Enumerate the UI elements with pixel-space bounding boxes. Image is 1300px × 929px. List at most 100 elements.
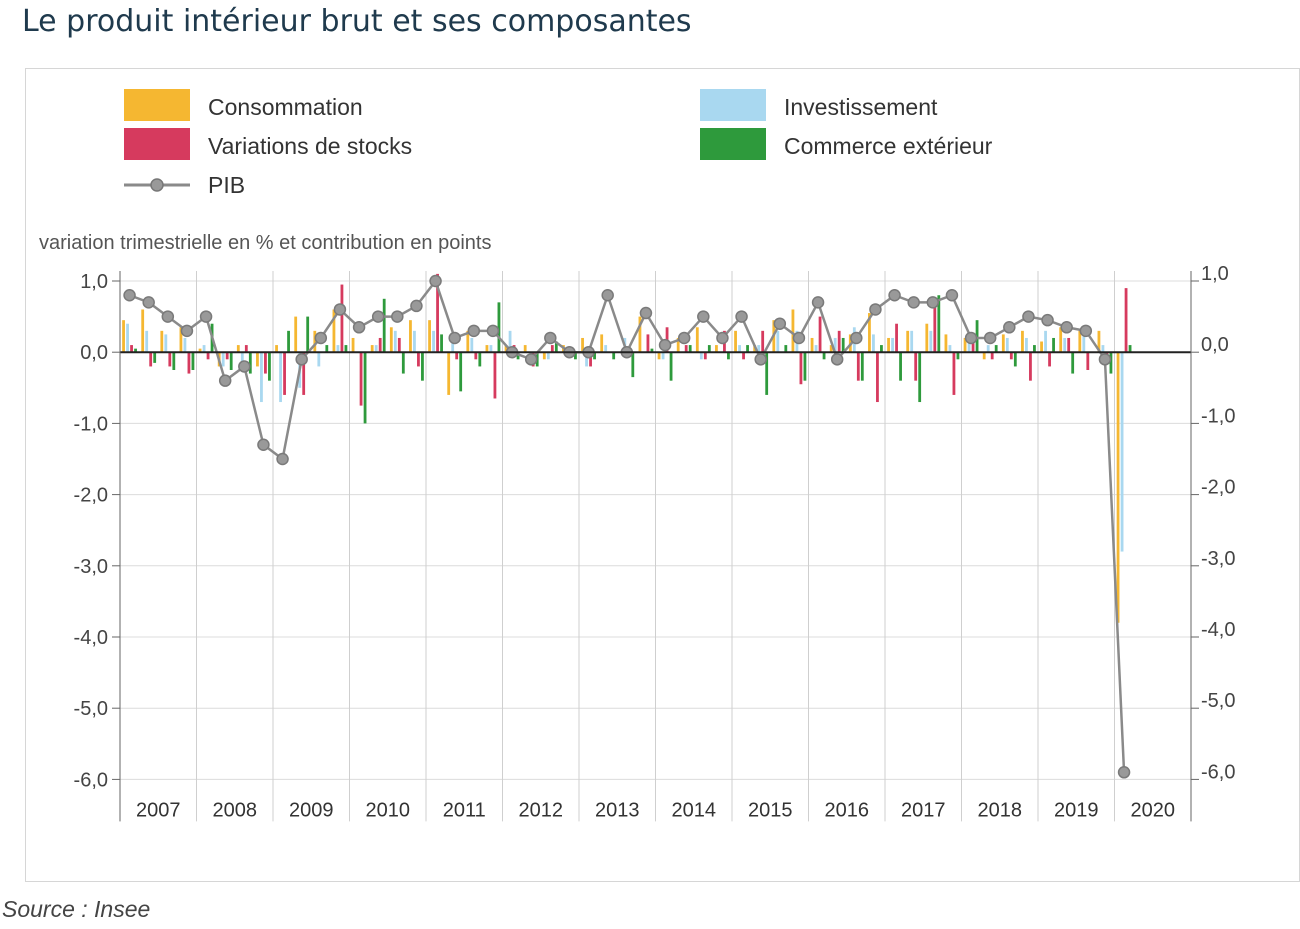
pib-point [410,299,423,313]
pib-point [888,288,901,302]
y-tick-label-left: -3,0 [74,556,108,578]
bar-variations-de-stocks [264,352,267,374]
bar-consommation [791,309,795,353]
pib-point [945,288,959,302]
pib-point [677,331,691,345]
bar-commerce-exterieur [860,352,864,381]
bar-commerce-exterieur [325,345,329,353]
bar-consommation [638,316,642,353]
y-tick-label-right: -2,0 [1201,477,1235,499]
bar-commerce-exterieur [650,348,654,353]
y-tick-label-right: -1,0 [1201,405,1235,427]
legend-swatch-commerce-exterieur [700,128,766,160]
bar-consommation [370,345,374,353]
pib-point [811,296,825,309]
pib-point [238,360,251,373]
bar-variations-de-stocks [1009,352,1013,360]
pib-point [850,331,863,345]
bar-commerce-exterieur [841,337,845,353]
pib-point [295,353,308,366]
pib-point [983,331,997,345]
bar-commerce-exterieur [363,352,367,424]
pib-point [1098,353,1112,366]
bar-commerce-exterieur [631,352,635,378]
legend-swatch-consommation [124,89,190,121]
bar-investissement [489,345,493,353]
bar-consommation [715,345,718,353]
pib-point [639,306,653,320]
bar-consommation [389,327,393,353]
bar-commerce-exterieur [248,352,252,374]
bar-investissement [986,345,990,353]
bar-commerce-exterieur [746,345,749,353]
bar-consommation [581,337,584,353]
bar-variations-de-stocks [952,352,956,395]
pib-point [524,353,538,366]
bar-consommation [275,345,278,353]
bar-investissement [604,345,608,353]
bar-commerce-exterieur [497,302,501,353]
bar-consommation [523,345,527,353]
bar-variations-de-stocks [589,352,592,367]
bar-commerce-exterieur [1128,345,1132,353]
bar-variations-de-stocks [340,284,344,353]
bar-commerce-exterieur [287,330,290,353]
bar-commerce-exterieur [880,345,883,353]
bar-consommation [944,334,948,353]
bar-variations-de-stocks [302,352,306,395]
y-tick-label-right: -4,0 [1201,619,1235,641]
bar-commerce-exterieur [612,352,616,360]
pib-point [1060,321,1073,334]
bar-commerce-exterieur [975,320,979,353]
bar-variations-de-stocks [474,352,478,360]
bar-consommation [982,352,986,360]
bar-commerce-exterieur [707,345,711,353]
y-tick-label-left: -2,0 [74,485,108,507]
bars [122,273,1132,623]
bar-consommation [1059,327,1063,353]
bar-commerce-exterieur [1071,352,1075,374]
bar-consommation [256,352,259,367]
bar-commerce-exterieur [344,345,348,353]
bar-consommation [141,309,145,353]
bar-variations-de-stocks [244,345,248,353]
bar-consommation [351,337,355,353]
y-tick-label-right: -5,0 [1201,690,1235,712]
bar-variations-de-stocks [1124,288,1128,353]
bar-commerce-exterieur [172,352,176,370]
pib-point [1041,313,1054,327]
bar-consommation [906,330,910,353]
bar-commerce-exterieur [574,352,577,360]
bar-variations-de-stocks [1067,337,1071,353]
bar-consommation [657,352,661,360]
pib-point [161,310,175,323]
bar-consommation [734,330,737,353]
bar-variations-de-stocks [895,323,898,353]
bar-commerce-exterieur [306,316,310,353]
bar-consommation [829,345,833,353]
bar-commerce-exterieur [784,345,788,353]
bar-commerce-exterieur [956,352,960,360]
pib-point [391,310,404,323]
bar-commerce-exterieur [478,352,482,367]
pib-point [352,321,366,334]
bar-consommation [447,352,451,395]
pib-point [257,438,270,452]
bar-commerce-exterieur [1033,345,1036,353]
bar-consommation [179,327,183,353]
bar-variations-de-stocks [550,345,554,353]
bar-variations-de-stocks [646,334,650,353]
bar-consommation [963,337,967,353]
bar-variations-de-stocks [378,337,382,353]
pib-point [716,331,729,345]
legend-marker-pib [150,178,164,192]
bar-variations-de-stocks [856,352,860,381]
bar-commerce-exterieur [401,352,405,374]
bar-consommation [1021,330,1024,353]
bar-investissement [221,352,225,367]
bar-commerce-exterieur [459,352,463,392]
bar-investissement [145,330,149,353]
bar-commerce-exterieur [994,345,998,353]
x-tick-label-2020: 2020 [1131,799,1176,821]
bar-commerce-exterieur [822,352,826,360]
